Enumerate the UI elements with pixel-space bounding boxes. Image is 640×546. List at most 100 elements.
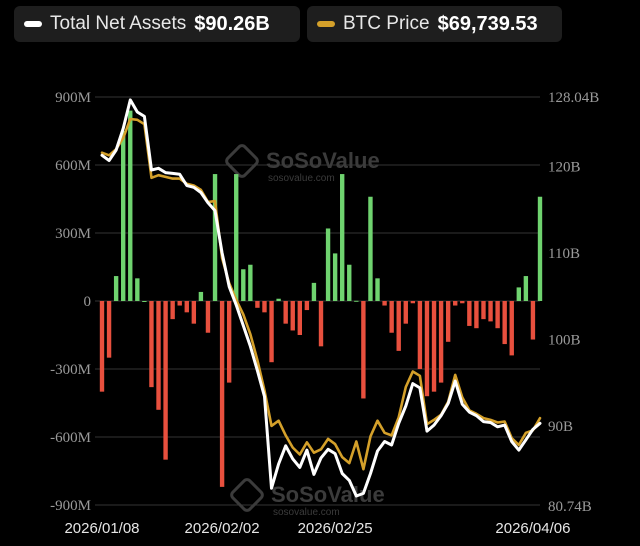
flow-bar	[297, 301, 302, 335]
flow-bar	[445, 301, 451, 342]
left-axis-tick-label: 0	[84, 294, 92, 310]
watermark-url: sosovalue.com	[268, 173, 335, 184]
flow-bar	[340, 174, 345, 301]
flow-bar	[121, 131, 126, 301]
flow-bar	[410, 301, 416, 304]
flow-bar	[198, 291, 204, 301]
flow-bar	[177, 301, 182, 306]
legend-nav-value: $90.26B	[194, 12, 270, 35]
flow-bar	[460, 301, 465, 304]
flow-bar	[502, 301, 507, 345]
flow-bar	[438, 301, 444, 383]
flow-bar	[453, 301, 458, 306]
flow-bar	[106, 301, 112, 358]
flow-bar	[375, 278, 380, 301]
flow-bar	[212, 174, 218, 301]
flow-bar	[99, 301, 105, 392]
right-axis-tick-label: 120B	[548, 160, 581, 176]
flow-bar	[149, 301, 154, 388]
flow-bar	[368, 196, 373, 301]
watermark-url: sosovalue.com	[273, 507, 340, 518]
legend-swatch-btc	[317, 21, 335, 27]
series-line-total-net-assets	[100, 98, 542, 498]
flow-bar	[226, 301, 232, 383]
watermark-brand: SoSoValue	[266, 148, 380, 173]
grid-layer	[95, 96, 540, 506]
left-axis-tick-label: -600M	[50, 430, 91, 446]
flow-bar	[269, 301, 274, 363]
flow-bar	[318, 301, 324, 347]
x-axis-date-label: 2026/02/25	[298, 520, 373, 537]
bar-layer	[99, 110, 543, 487]
flow-bar	[509, 301, 514, 356]
legend-swatch-nav	[24, 21, 42, 27]
x-axis-date-label: 2026/01/08	[64, 520, 139, 537]
right-axis-tick-label: 110B	[548, 246, 580, 262]
flow-bar	[332, 253, 338, 301]
flow-bar	[417, 301, 423, 369]
left-axis-tick-label: -900M	[50, 498, 91, 514]
flow-bar	[467, 301, 472, 326]
flow-bar	[311, 282, 317, 301]
flow-bar	[396, 301, 401, 351]
flow-bar	[205, 301, 211, 333]
flow-bar	[276, 298, 281, 301]
flow-bar	[262, 301, 267, 313]
flow-bar	[184, 301, 189, 313]
flow-bar	[241, 269, 246, 301]
flow-bar	[537, 196, 543, 301]
flow-bar	[481, 301, 486, 320]
flow-bar	[156, 301, 161, 410]
flow-bar	[488, 301, 493, 322]
right-axis-tick-label: 128.04B	[548, 90, 599, 106]
flow-bar	[170, 301, 175, 320]
flow-bar	[248, 264, 253, 301]
flow-bar	[191, 301, 197, 324]
legend-btc-value: $69,739.53	[437, 12, 538, 35]
flow-bar	[474, 301, 479, 329]
flow-bar	[354, 300, 359, 302]
series-line-btc-price	[100, 117, 542, 471]
flow-bar	[113, 276, 119, 301]
axis-layer: 900M 600M 300M 0 -300M -600M -900M 128.04B 120B 1…	[50, 90, 599, 537]
left-axis-tick-label: 300M	[55, 226, 91, 242]
flow-bar	[431, 301, 437, 392]
flow-bar	[424, 301, 430, 397]
left-axis-tick-label: 900M	[55, 90, 91, 106]
watermark-logo-icon	[225, 144, 259, 178]
flow-bar	[361, 301, 366, 399]
line-layer	[100, 98, 542, 498]
legend-btc-price[interactable]: BTC Price $69,739.53	[307, 6, 562, 42]
flow-bar	[142, 301, 147, 302]
legend-nav-label: Total Net Assets	[50, 13, 187, 34]
flow-bar	[389, 301, 394, 333]
flow-bar	[530, 301, 536, 340]
legend-total-net-assets[interactable]: Total Net Assets $90.26B	[14, 6, 300, 42]
flow-bar	[325, 228, 331, 301]
legend-btc-label: BTC Price	[343, 13, 430, 34]
flow-bar	[495, 301, 500, 329]
flow-bar	[290, 301, 295, 331]
flow-bar	[347, 264, 352, 301]
flow-bar	[163, 301, 168, 460]
watermark-logo-icon	[230, 478, 264, 512]
flow-bar	[304, 301, 310, 311]
right-axis-tick-label: 100B	[548, 332, 581, 348]
flow-bar	[128, 110, 133, 301]
flow-bar	[135, 278, 140, 301]
x-axis-date-label: 2026/04/06	[495, 520, 570, 537]
left-axis-tick-label: -300M	[50, 362, 91, 378]
watermark-layer: SoSoValuesosovalue.comSoSoValuesosovalue…	[225, 144, 385, 518]
flow-bar	[516, 287, 521, 301]
left-axis-tick-label: 600M	[55, 158, 91, 174]
flow-bar	[382, 301, 387, 306]
right-axis-tick-label: 90B	[548, 419, 573, 435]
flow-bar	[523, 276, 529, 301]
flow-bar	[283, 301, 288, 324]
flow-bar	[255, 301, 260, 308]
x-axis-date-label: 2026/02/02	[185, 520, 260, 537]
